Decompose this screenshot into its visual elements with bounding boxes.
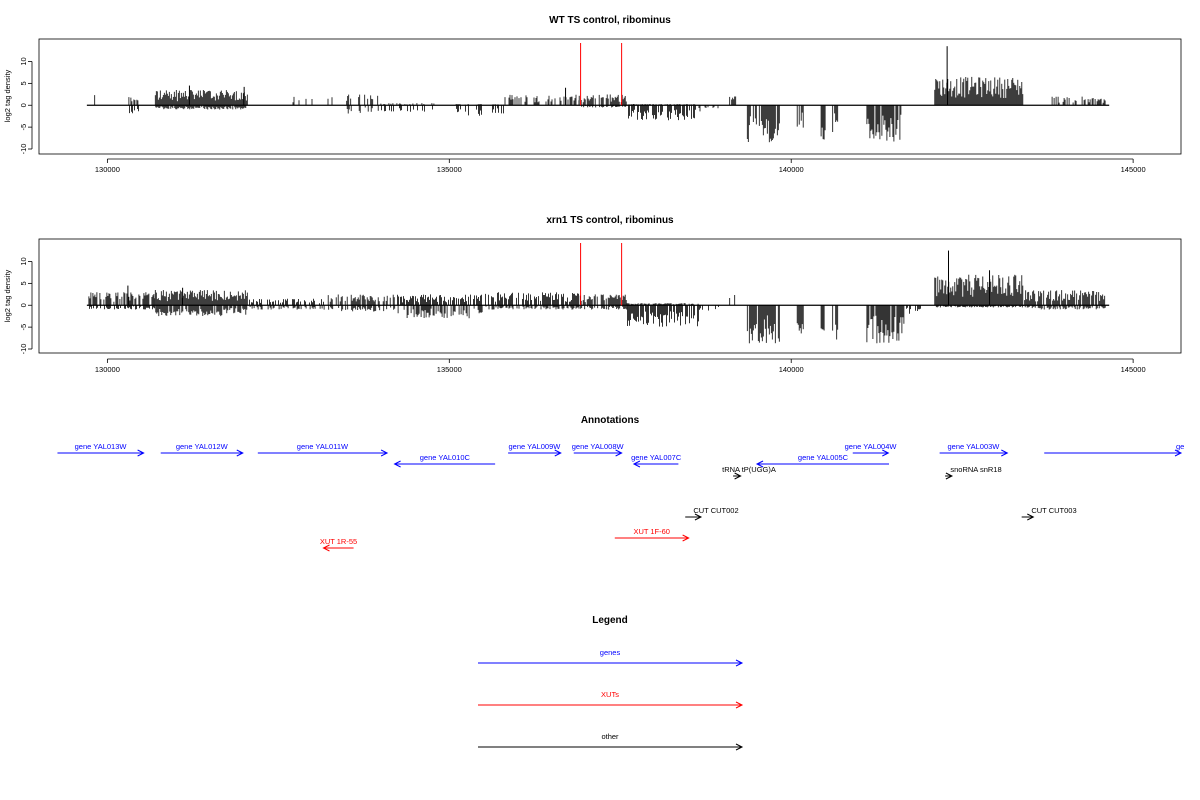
arrow-head: [236, 449, 244, 457]
arrow-head: [322, 544, 330, 552]
arrow-head: [615, 449, 623, 457]
arrow-head: [735, 659, 744, 667]
x-tick-label: 130000: [95, 165, 120, 174]
legend-label: other: [601, 732, 619, 741]
x-tick-label: 145000: [1121, 365, 1146, 374]
legend-title: Legend: [592, 615, 628, 626]
xrn1-panel-title: xrn1 TS control, ribominus: [546, 215, 674, 226]
y-tick-label: -5: [19, 324, 28, 331]
arrow-head: [1001, 449, 1009, 457]
feature-label: gene YAL011W: [297, 442, 349, 451]
x-tick-label: 145000: [1121, 165, 1146, 174]
annotation-features: gene YAL013W gene YAL012W gene YAL011W gene…: [57, 442, 1184, 552]
wt-plot-frame: [38, 38, 1182, 155]
wt-axes: 130000 135000 140000 145000 10 5 0 -5 -10: [19, 57, 1146, 174]
y-tick-label: -5: [19, 124, 28, 131]
legend-entries: genes XUTs other: [478, 648, 744, 751]
legend-label: XUTs: [601, 690, 619, 699]
feature-label: XUT 1F-60: [633, 527, 670, 536]
feature-label: gene YAL003W: [948, 442, 1001, 451]
feature-label: gene YAL005C: [798, 453, 849, 462]
x-tick-label: 140000: [779, 165, 804, 174]
arrow-head: [682, 534, 690, 542]
feature-label: CUT CUT002: [693, 506, 738, 515]
feature-label: snoRNA snR18: [950, 465, 1001, 474]
arrow-head: [694, 513, 703, 521]
feature-label: gene YAL008W: [572, 442, 625, 451]
y-tick-label: -10: [19, 344, 28, 355]
y-tick-label: 5: [19, 81, 28, 85]
legend-label: genes: [600, 648, 621, 657]
arrow-head: [632, 460, 641, 468]
feature-label: CUT CUT003: [1031, 506, 1076, 515]
arrow-head: [755, 460, 764, 468]
wt-y-axis-label: log2 tag density: [3, 69, 12, 122]
y-tick-label: -10: [19, 144, 28, 155]
arrow-head: [393, 460, 401, 468]
feature-label: tRNA tP(UGG)A: [722, 465, 776, 474]
legend: Legend genes XUTs other: [478, 615, 744, 751]
y-tick-label: 0: [19, 303, 28, 307]
arrow-head: [735, 743, 744, 751]
feature-label: gene YAL013W: [75, 442, 128, 451]
xrn1-plot-frame: [38, 238, 1182, 354]
feature-label: gene YAL009W: [509, 442, 562, 451]
feature-label: gene YAL004W: [845, 442, 898, 451]
arrow-head: [380, 449, 389, 457]
feature-label: XUT 1R-55: [320, 537, 357, 546]
xrn1-axes: 130000 135000 140000 145000 10 5 0 -5 -10: [19, 257, 1146, 374]
x-tick-label: 135000: [437, 165, 462, 174]
y-tick-label: 0: [19, 103, 28, 107]
x-tick-label: 130000: [95, 365, 120, 374]
xrn1-coverage-panel: xrn1 TS control, ribominus log2 tag dens…: [3, 215, 1182, 374]
feature-label: gene YAL007C: [631, 453, 682, 462]
feature-label: gene YAL010C: [420, 453, 471, 462]
arrow-head: [1027, 513, 1035, 521]
arrow-head: [882, 449, 890, 457]
feature-label: gene YAL012W: [176, 442, 229, 451]
y-tick-label: 10: [19, 257, 28, 265]
x-tick-label: 140000: [779, 365, 804, 374]
xrn1-y-axis-label: log2 tag density: [3, 269, 12, 322]
xrn1-coverage-marks: [86, 243, 1110, 344]
x-tick-label: 135000: [437, 365, 462, 374]
y-tick-label: 5: [19, 281, 28, 285]
arrow-head: [554, 449, 562, 457]
annotations-title: Annotations: [581, 415, 640, 426]
annotations-track: Annotations gene YAL013W gene YAL012W gene…: [57, 415, 1184, 552]
wt-panel-title: WT TS control, ribominus: [549, 15, 671, 26]
arrow-head: [945, 472, 954, 480]
arrow-head: [734, 472, 742, 480]
wt-coverage-marks: [86, 43, 1110, 143]
y-tick-label: 10: [19, 57, 28, 65]
arrow-head: [735, 701, 744, 709]
arrow-head: [137, 449, 145, 457]
feature-label: ge: [1176, 442, 1184, 451]
arrow-head: [1174, 449, 1183, 457]
wt-coverage-panel: WT TS control, ribominus log2 tag densit…: [3, 15, 1182, 174]
